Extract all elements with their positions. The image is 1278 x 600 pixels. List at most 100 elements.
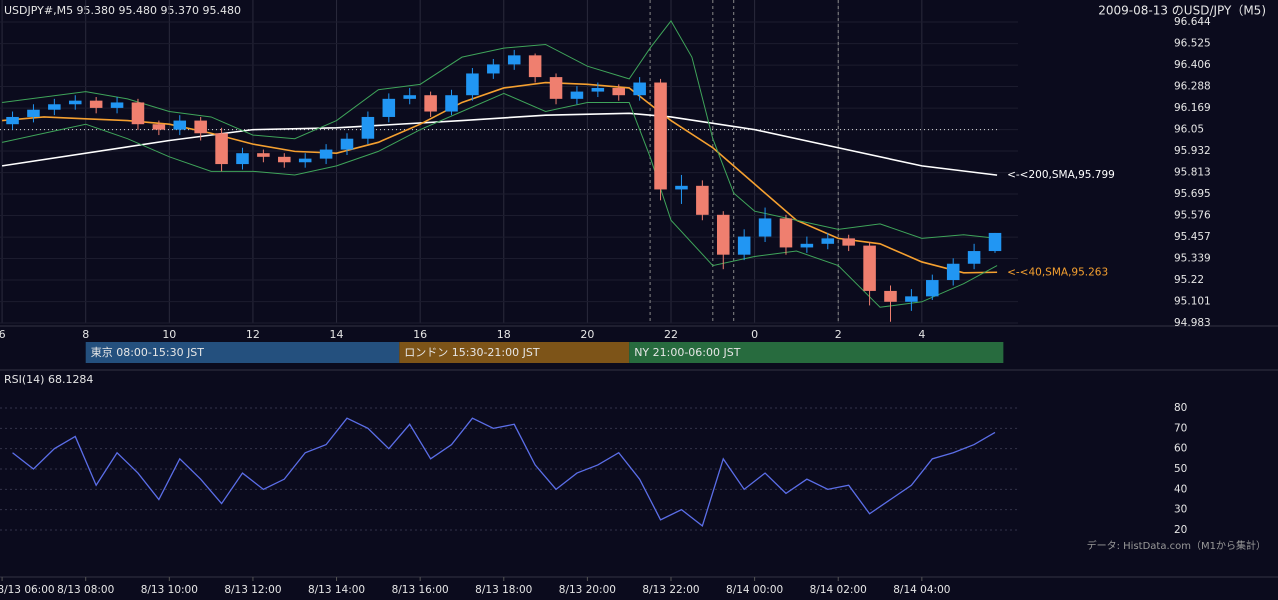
candle-body [549, 77, 563, 99]
y-tick-label: 95.22 [1174, 274, 1204, 286]
y-tick-label: 70 [1174, 422, 1187, 434]
candle-body [466, 73, 479, 96]
candle-body [926, 280, 939, 297]
y-tick-label: 94.983 [1174, 317, 1211, 329]
candle-body [27, 109, 40, 117]
candle-body [528, 55, 542, 78]
x-tick-label: 6 [0, 328, 6, 341]
candle-body [278, 156, 291, 163]
y-tick-label: 20 [1174, 524, 1187, 536]
y-tick-label: 95.339 [1174, 252, 1211, 264]
x-tick-label: 8/14 04:00 [893, 584, 950, 596]
candle-body [152, 124, 166, 130]
candle-body [988, 232, 1002, 252]
x-tick-label: 8/13 22:00 [642, 584, 699, 596]
candle-body [131, 102, 145, 125]
indicator-label: <-<40,SMA,95.263 [1007, 266, 1108, 278]
candle-body [591, 87, 605, 92]
rsi-line [12, 417, 996, 528]
y-tick-label: 50 [1174, 463, 1187, 475]
candle-body [905, 296, 918, 302]
x-tick-label: 12 [246, 328, 260, 341]
y-tick-label: 96.169 [1174, 102, 1211, 114]
session-label: ロンドン 15:30-21:00 JST [404, 346, 540, 359]
session-label: 東京 08:00-15:30 JST [91, 345, 205, 359]
x-tick-label: 8/13 12:00 [224, 584, 281, 596]
symbol-header: USDJPY#,M5 95.380 95.480 95.370 95.480 [4, 4, 241, 17]
y-tick-label: 96.05 [1174, 124, 1204, 136]
y-tick-label: 96.406 [1174, 59, 1211, 71]
candle-body [779, 218, 793, 248]
y-tick-label: 95.576 [1174, 210, 1211, 222]
y-tick-label: 60 [1174, 443, 1187, 455]
indicator-line [1, 92, 998, 308]
x-tick-label: 8/14 02:00 [810, 584, 867, 596]
candle-body [68, 100, 82, 105]
candle-body [89, 100, 103, 108]
chart-title: 2009-08-13 のUSD/JPY（M5) [1098, 4, 1266, 18]
candle-body [946, 263, 960, 281]
x-tick-label: 14 [330, 328, 344, 341]
x-tick-label: 16 [413, 328, 427, 341]
session-band [629, 342, 1004, 363]
candle-body [737, 236, 751, 255]
x-tick-label: 0 [751, 328, 758, 341]
candle-body [863, 245, 876, 291]
candle-body [236, 153, 249, 165]
x-tick-label: 8/13 08:00 [57, 584, 114, 596]
candle-body [403, 95, 416, 99]
candle-body [967, 251, 981, 264]
candle-body [382, 98, 396, 117]
x-tick-label: 8/13 18:00 [475, 584, 532, 596]
x-tick-label: 2 [835, 328, 842, 341]
y-tick-label: 80 [1174, 402, 1187, 414]
candle-body [173, 120, 187, 130]
session-band [85, 342, 400, 363]
x-tick-label: 8/13 20:00 [559, 584, 616, 596]
x-tick-label: 22 [664, 328, 678, 341]
candle-body [842, 238, 855, 246]
y-tick-label: 95.101 [1174, 296, 1211, 308]
candle-body [110, 102, 124, 108]
y-tick-label: 96.525 [1174, 38, 1211, 50]
indicator-line [2, 20, 998, 239]
candle-body [340, 138, 354, 150]
candle-body [487, 64, 500, 74]
candle-body [445, 95, 458, 112]
candle-body [821, 238, 835, 244]
x-tick-label: 8/13 16:00 [392, 584, 449, 596]
candle-body [48, 104, 61, 110]
y-tick-label: 40 [1174, 483, 1187, 495]
session-band [399, 342, 630, 363]
candle-body [696, 185, 709, 215]
y-tick-label: 95.457 [1174, 231, 1211, 243]
x-tick-label: 8 [82, 328, 89, 341]
x-tick-label: 10 [162, 328, 176, 341]
x-tick-label: 8/13 10:00 [141, 584, 198, 596]
indicator-line [1, 112, 998, 176]
x-tick-label: 8/14 00:00 [726, 584, 783, 596]
x-tick-label: 8/13 06:00 [0, 584, 55, 596]
candle-body [507, 55, 521, 65]
candle-body [654, 82, 667, 190]
candle-body [257, 153, 270, 157]
x-tick-label: 4 [918, 328, 925, 341]
x-tick-label: 18 [497, 328, 511, 341]
source-note: データ: HistData.com（M1から集計） [1087, 539, 1266, 552]
candle-body [215, 133, 228, 165]
candle-body [884, 290, 897, 302]
candle-body [361, 116, 375, 139]
candle-body [570, 91, 584, 99]
indicator-label: <-<200,SMA,95.799 [1007, 169, 1115, 181]
candle-body [298, 158, 312, 163]
y-tick-label: 95.932 [1174, 145, 1211, 157]
session-label: NY 21:00-06:00 JST [634, 346, 741, 359]
candle-body [612, 87, 626, 96]
candle-body [800, 243, 814, 248]
y-tick-label: 95.813 [1174, 167, 1211, 179]
candle-body [424, 95, 437, 112]
candle-body [758, 218, 772, 237]
x-tick-label: 20 [580, 328, 594, 341]
